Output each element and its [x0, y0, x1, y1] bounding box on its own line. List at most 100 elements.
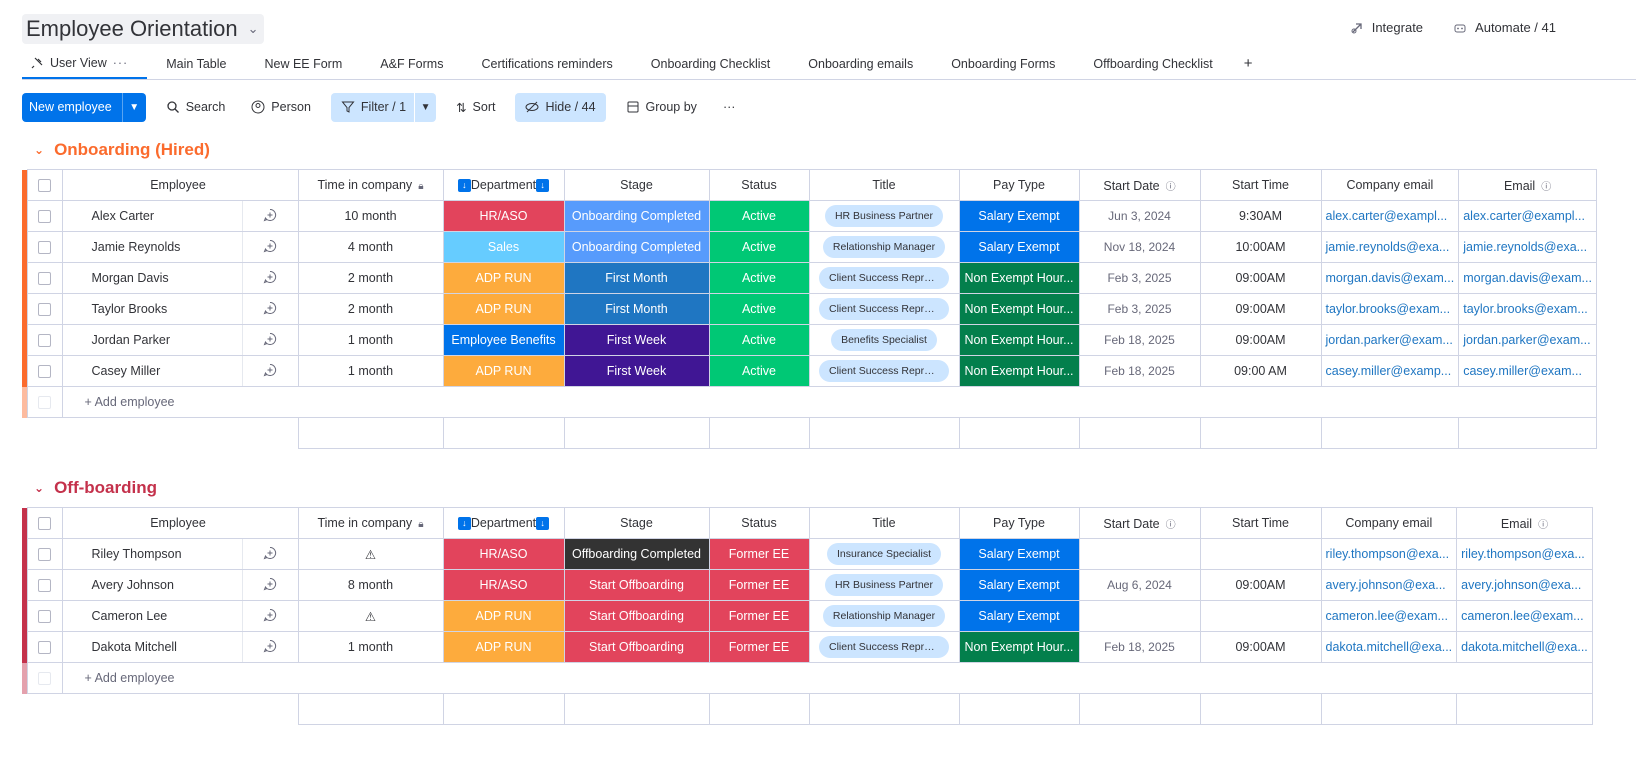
title-cell[interactable]: Client Success Represe... [808, 293, 960, 325]
start-time-cell[interactable]: 9:30AM [1199, 200, 1322, 232]
start-time-cell[interactable] [1199, 600, 1322, 632]
title-cell[interactable]: Client Success Represe... [808, 355, 960, 387]
filter-button[interactable]: Filter / 1 ▼ [330, 92, 437, 122]
company-email-cell[interactable]: taylor.brooks@exam... [1320, 293, 1460, 325]
email-cell[interactable]: morgan.davis@exam... [1458, 262, 1597, 294]
tab-offboarding-checklist[interactable]: Offboarding Checklist [1074, 48, 1231, 79]
company-email-cell[interactable]: casey.miller@examp... [1320, 355, 1460, 387]
title-cell[interactable]: Insurance Specialist [808, 538, 960, 570]
start-date-cell[interactable] [1078, 600, 1201, 632]
column-header-department[interactable]: ↓ Department ↓ [442, 507, 565, 539]
start-time-cell[interactable]: 09:00AM [1199, 262, 1322, 294]
column-header-employee[interactable]: Employee [61, 169, 298, 201]
tab-onboarding-forms[interactable]: Onboarding Forms [932, 48, 1074, 79]
stage-cell[interactable]: Start Offboarding [563, 631, 710, 663]
email-cell[interactable]: avery.johnson@exa... [1456, 569, 1593, 601]
automate-button[interactable]: Automate / 41 [1453, 20, 1556, 35]
status-cell[interactable]: Active [708, 262, 810, 294]
hide-button[interactable]: Hide / 44 [515, 92, 606, 122]
company-email-cell[interactable]: cameron.lee@exam... [1320, 600, 1458, 632]
column-header-time-in-company[interactable]: Time in company 🔒︎ [297, 169, 444, 201]
column-header-company-email[interactable]: Company email [1320, 507, 1458, 539]
row-checkbox[interactable] [38, 610, 51, 624]
group-by-button[interactable]: Group by [620, 93, 703, 122]
employee-name[interactable]: Cameron Lee [61, 600, 243, 632]
email-cell[interactable]: taylor.brooks@exam... [1458, 293, 1597, 325]
chevron-down-icon[interactable]: ⌄ [34, 481, 45, 495]
stage-cell[interactable]: Start Offboarding [563, 600, 710, 632]
employee-name[interactable]: Alex Carter [61, 200, 243, 232]
employee-name[interactable]: Jordan Parker [61, 324, 243, 356]
department-cell[interactable]: ADP RUN [442, 631, 565, 663]
select-all-checkbox[interactable] [38, 517, 51, 531]
start-date-cell[interactable]: Nov 18, 2024 [1078, 231, 1201, 263]
company-email-cell[interactable]: jordan.parker@exam... [1320, 324, 1460, 356]
department-cell[interactable]: ADP RUN [442, 293, 565, 325]
email-cell[interactable]: dakota.mitchell@exa... [1456, 631, 1593, 663]
column-header-email[interactable]: Email ⓘ [1458, 169, 1597, 201]
pay-type-cell[interactable]: Salary Exempt [958, 569, 1080, 601]
start-date-cell[interactable]: Feb 18, 2025 [1078, 355, 1201, 387]
status-cell[interactable]: Former EE [708, 538, 810, 570]
pay-type-cell[interactable]: Non Exempt Hour... [958, 262, 1080, 294]
email-cell[interactable]: alex.carter@exampl... [1458, 200, 1597, 232]
select-all-checkbox[interactable] [38, 179, 51, 193]
start-date-cell[interactable]: Feb 18, 2025 [1078, 324, 1201, 356]
info-icon[interactable]: ⓘ [1165, 519, 1176, 531]
department-cell[interactable]: HR/ASO [442, 200, 565, 232]
pay-type-cell[interactable]: Salary Exempt [958, 600, 1080, 632]
department-cell[interactable]: Employee Benefits [442, 324, 565, 356]
add-update-button[interactable] [241, 293, 299, 325]
status-cell[interactable]: Former EE [708, 569, 810, 601]
row-checkbox[interactable] [38, 272, 51, 286]
table-row[interactable]: Riley Thompson ⚠ HR/ASO Offboarding Complet… [22, 538, 1593, 570]
department-cell[interactable]: HR/ASO [442, 569, 565, 601]
employee-name[interactable]: Morgan Davis [61, 262, 243, 294]
row-checkbox[interactable] [38, 241, 51, 255]
start-time-cell[interactable]: 09:00AM [1199, 631, 1322, 663]
table-row[interactable]: Jamie Reynolds 4 month Sales Onboarding Com… [22, 231, 1597, 263]
status-cell[interactable]: Former EE [708, 631, 810, 663]
add-update-button[interactable] [241, 631, 299, 663]
table-row[interactable]: Dakota Mitchell 1 month ADP RUN Start Offbo… [22, 631, 1593, 663]
title-cell[interactable]: HR Business Partner [808, 569, 960, 601]
start-time-cell[interactable]: 09:00AM [1199, 569, 1322, 601]
start-time-cell[interactable]: 09:00 AM [1199, 355, 1322, 387]
email-cell[interactable]: riley.thompson@exa... [1456, 538, 1593, 570]
column-header-employee[interactable]: Employee [61, 507, 298, 539]
add-update-button[interactable] [241, 600, 299, 632]
pay-type-cell[interactable]: Non Exempt Hour... [958, 355, 1080, 387]
email-cell[interactable]: jordan.parker@exam... [1458, 324, 1597, 356]
employee-name[interactable]: Riley Thompson [61, 538, 243, 570]
start-date-cell[interactable] [1078, 538, 1201, 570]
add-update-button[interactable] [241, 324, 299, 356]
add-update-button[interactable] [241, 200, 299, 232]
start-time-cell[interactable] [1199, 538, 1322, 570]
column-header-start-time[interactable]: Start Time [1199, 507, 1322, 539]
status-cell[interactable]: Active [708, 355, 810, 387]
more-icon[interactable]: ··· [112, 55, 129, 70]
add-update-button[interactable] [241, 262, 299, 294]
column-header-status[interactable]: Status [708, 169, 810, 201]
row-checkbox[interactable] [38, 548, 51, 562]
add-employee-input[interactable]: + Add employee [61, 386, 1597, 418]
new-employee-button[interactable]: New employee ▼ [22, 92, 146, 122]
group-header-offboarding[interactable]: ⌄ Off-boarding [34, 478, 157, 498]
integrate-button[interactable]: Integrate [1350, 20, 1423, 35]
status-cell[interactable]: Active [708, 231, 810, 263]
stage-cell[interactable]: Onboarding Completed [563, 200, 710, 232]
search-button[interactable]: Search [160, 93, 232, 122]
pay-type-cell[interactable]: Salary Exempt [958, 231, 1080, 263]
pay-type-cell[interactable]: Salary Exempt [958, 538, 1080, 570]
department-cell[interactable]: HR/ASO [442, 538, 565, 570]
column-header-title[interactable]: Title [808, 507, 960, 539]
column-header-start-date[interactable]: Start Date ⓘ [1078, 507, 1201, 539]
pay-type-cell[interactable]: Non Exempt Hour... [958, 324, 1080, 356]
stage-cell[interactable]: First Week [563, 324, 710, 356]
start-time-cell[interactable]: 09:00AM [1199, 324, 1322, 356]
start-date-cell[interactable]: Jun 3, 2024 [1078, 200, 1201, 232]
status-cell[interactable]: Active [708, 324, 810, 356]
stage-cell[interactable]: Onboarding Completed [563, 231, 710, 263]
column-header-start-date[interactable]: Start Date ⓘ [1078, 169, 1201, 201]
row-checkbox[interactable] [38, 365, 51, 379]
